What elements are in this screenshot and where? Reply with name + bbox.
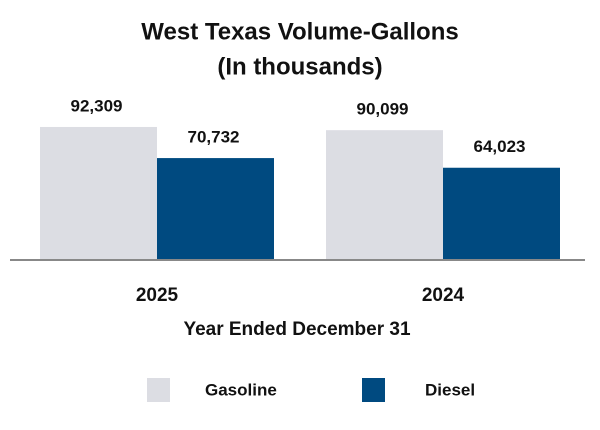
chart-subtitle: (In thousands) [217,53,382,80]
value-label: 70,732 [188,128,240,147]
bar [157,158,274,260]
x-axis-label: Year Ended December 31 [183,319,410,340]
legend-label: Gasoline [205,380,277,399]
x-tick-label: 2025 [136,285,179,306]
legend-swatch [147,378,170,402]
value-label: 64,023 [474,137,526,156]
bar [443,167,560,260]
bar [326,130,443,260]
x-tick-label: 2024 [422,285,465,306]
bar [40,126,157,261]
legend-swatch [362,378,385,402]
value-label: 92,309 [71,96,123,115]
value-label: 90,099 [357,100,409,119]
legend-label: Diesel [425,380,475,399]
chart-title: West Texas Volume-Gallons [141,18,458,45]
